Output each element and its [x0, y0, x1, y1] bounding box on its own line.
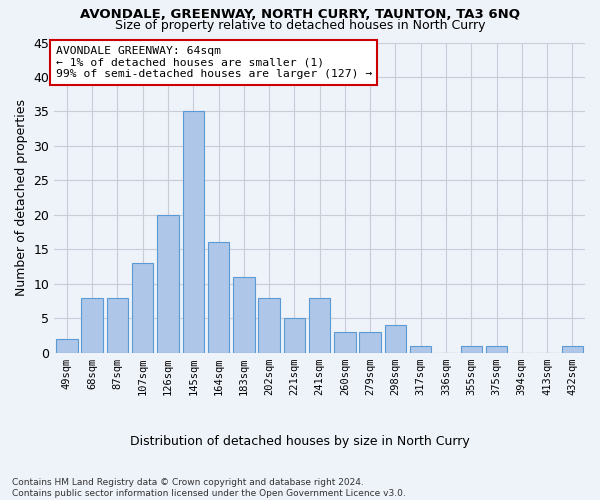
Bar	[284, 318, 305, 352]
Y-axis label: Number of detached properties: Number of detached properties	[15, 99, 28, 296]
Text: Distribution of detached houses by size in North Curry: Distribution of detached houses by size …	[130, 435, 470, 448]
Text: AVONDALE, GREENWAY, NORTH CURRY, TAUNTON, TA3 6NQ: AVONDALE, GREENWAY, NORTH CURRY, TAUNTON…	[80, 8, 520, 20]
Bar	[182, 112, 204, 352]
Bar	[259, 298, 280, 352]
Bar	[82, 298, 103, 352]
Bar	[157, 215, 179, 352]
Bar	[486, 346, 507, 352]
Text: Contains HM Land Registry data © Crown copyright and database right 2024.
Contai: Contains HM Land Registry data © Crown c…	[12, 478, 406, 498]
Bar	[562, 346, 583, 352]
Bar	[56, 339, 77, 352]
Bar	[309, 298, 331, 352]
Bar	[359, 332, 381, 352]
Bar	[461, 346, 482, 352]
Bar	[208, 242, 229, 352]
Bar	[233, 277, 254, 352]
Bar	[132, 263, 154, 352]
Text: AVONDALE GREENWAY: 64sqm
← 1% of detached houses are smaller (1)
99% of semi-det: AVONDALE GREENWAY: 64sqm ← 1% of detache…	[56, 46, 372, 79]
Bar	[334, 332, 356, 352]
Bar	[385, 325, 406, 352]
Bar	[410, 346, 431, 352]
Text: Size of property relative to detached houses in North Curry: Size of property relative to detached ho…	[115, 18, 485, 32]
Bar	[107, 298, 128, 352]
